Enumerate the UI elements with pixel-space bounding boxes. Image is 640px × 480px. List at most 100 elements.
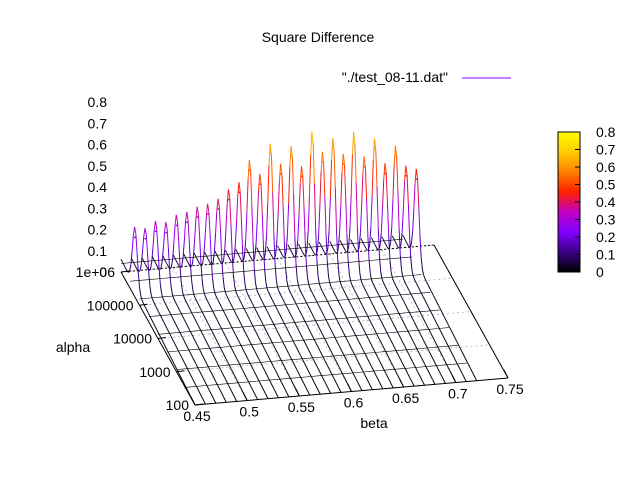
trace-segment-25-52 [391,199,394,229]
x-tick-label-3: 0.6 [344,395,364,411]
alpha-cross-line-2 [167,327,449,353]
trace-segment-26-27 [432,315,435,319]
trace-peak-15 [290,155,293,157]
trace-segment-16-12 [346,361,349,365]
trace-segment-3-17 [204,360,208,364]
trace-segment-21-14 [396,351,399,355]
trace-segment-3-16 [206,363,209,367]
trace-segment-19-17 [371,346,374,350]
trace-segment-9-58 [216,255,220,259]
trace-segment-9-21 [262,345,265,349]
trace-segment-25-5 [449,370,452,374]
trace-segment-23-48 [375,149,378,187]
trace-segment-22-60 [350,239,353,243]
trace-segment-11-41 [258,295,261,299]
trace-segment-17-11 [358,362,361,366]
trace-segment-14-13 [324,360,327,364]
trace-segment-4-5 [230,389,233,392]
trace-segment-14-53 [275,240,278,255]
trace-segment-12-10 [307,369,310,373]
trace-segment-24-52 [380,208,383,234]
trace-segment-10-45 [243,272,246,285]
trace-segment-11-45 [253,268,256,283]
trace-segment-27-35 [433,295,436,299]
trace-segment-0-39 [146,310,149,313]
grid-line-beta-1 [172,267,248,401]
trace-segment-18-34 [340,305,343,309]
trace-segment-9-32 [248,318,252,322]
trace-segment-21-41 [363,286,366,290]
trace-segment-4-12 [221,372,224,375]
colorbar-tick-label-8: 0.8 [596,124,616,140]
trace-segment-11-4 [304,385,307,389]
trace-segment-23-45 [378,256,382,272]
trace-segment-9-48 [229,197,232,225]
trace-segment-2-41 [164,303,167,307]
trace-segment-11-39 [261,300,264,304]
trace-segment-12-58 [248,253,251,256]
trace-segment-1-29 [169,333,172,337]
trace-segment-16-25 [330,329,333,333]
trace-segment-12-60 [245,248,248,252]
trace-segment-15-36 [306,303,309,307]
trace-segment-6-12 [242,370,245,374]
trace-segment-4-47 [178,242,181,266]
trace-segment-4-18 [214,357,217,361]
trace-segment-15-8 [341,371,344,375]
trace-segment-5-31 [208,324,211,328]
trace-segment-22-56 [355,248,358,252]
trace-segment-18-42 [330,286,333,290]
trace-segment-0-48 [135,233,138,252]
trace-segment-22-17 [403,343,406,347]
trace-segment-12-29 [283,323,287,327]
trace-segment-6-56 [188,263,191,266]
trace-segment-7-32 [228,320,231,324]
trace-segment-8-42 [226,295,229,299]
trace-segment-12-19 [296,347,299,351]
trace-segment-19-14 [375,353,378,357]
trace-segment-11-32 [269,317,272,321]
trace-segment-15-44 [296,278,299,286]
trace-segment-23-19 [411,337,414,341]
trace-segment-5-52 [182,241,185,258]
trace-segment-20-53 [337,233,341,249]
trace-segment-22-12 [409,355,412,359]
trace-segment-16-32 [322,312,325,316]
trace-segment-6-59 [184,256,187,259]
trace-segment-0-23 [166,348,169,352]
trace-segment-0-17 [173,363,176,367]
trace-segment-17-33 [331,309,334,313]
trace-segment-8-5 [271,385,274,389]
trace-segment-19-13 [376,356,379,359]
trace-segment-20-17 [382,345,385,349]
trace-segment-18-60 [308,242,311,246]
trace-peak-14 [280,172,282,175]
trace-peak-6 [196,216,199,219]
trace-segment-25-14 [438,348,441,352]
trace-segment-22-16 [404,346,407,349]
trace-segment-2-36 [171,315,174,319]
trace-segment-17-3 [368,382,371,386]
trace-segment-10-39 [250,301,253,304]
trace-segment-26-17 [444,340,447,343]
trace-segment-21-13 [397,354,400,358]
trace-segment-24-20 [420,334,423,338]
trace-segment-7-19 [244,352,247,356]
trace-segment-4-23 [207,345,211,349]
trace-segment-0-51 [131,235,134,252]
trace-segment-15-41 [300,291,303,295]
colorbar-tick-label-0: 0 [596,264,604,280]
trace-segment-1-23 [176,348,179,351]
trace-segment-16-7 [352,373,355,377]
trace-segment-1-1 [203,401,206,405]
z-tick-label-1: 0.1 [88,243,108,259]
trace-segment-11-17 [288,353,291,357]
trace-segment-9-1 [287,394,290,398]
trace-segment-0-19 [171,358,174,362]
trace-segment-2-16 [195,364,198,367]
trace-segment-1-57 [134,265,137,269]
trace-segment-13-44 [275,280,279,288]
trace-segment-6-32 [217,321,220,325]
trace-segment-23-46 [377,227,380,257]
trace-segment-18-9 [371,366,374,370]
